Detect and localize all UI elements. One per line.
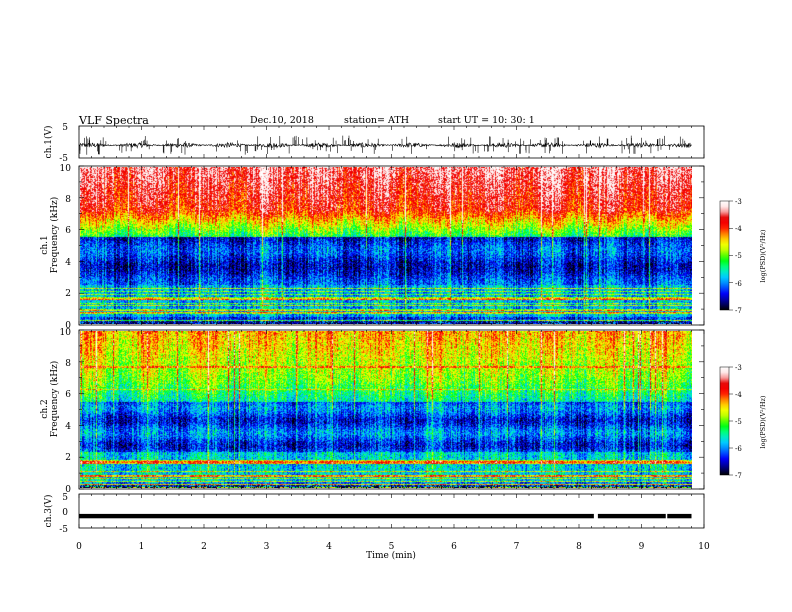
ch1-spectrogram-panel: 0 2 4 6 8 10 ch.1 Frequency (kHz)	[40, 164, 705, 331]
date-label: Dec.10, 2018	[250, 115, 314, 126]
figure-title: VLF Spectra	[78, 114, 149, 127]
time-tick-label: 0	[76, 542, 82, 552]
ch2-channel-label: ch.2	[40, 399, 50, 418]
ch2-spectrogram-panel: 0 2 4 6 8 10 ch.2 Frequency (kHz)	[40, 328, 705, 495]
ch1-ytick-10: 10	[60, 164, 72, 174]
ch1-ytick-top: 5	[62, 123, 68, 133]
ch2-spectrogram-ticks	[78, 329, 705, 490]
ch2-ytick-4: 4	[65, 422, 71, 432]
ch2-colorbar-gradient	[719, 366, 730, 476]
ch1-cb-tick-m4: -4	[735, 225, 742, 233]
ch1-ytick-2: 2	[65, 289, 71, 299]
ch1-waveform-ylabel: ch.1(V)	[43, 126, 54, 159]
ch1-colorbar: -3 -4 -5 -6 -7 log(PSD)(V²/Hz)	[719, 198, 767, 315]
ch1-ytick-bottom: -5	[59, 154, 68, 164]
ch2-cb-tick-m6: -6	[735, 445, 742, 453]
time-tick-label: 4	[326, 542, 332, 552]
time-tick-label: 6	[451, 542, 457, 552]
ch2-cb-tick-m3: -3	[735, 364, 742, 372]
ch2-frequency-label: Frequency (kHz)	[49, 361, 60, 438]
ch1-spectrogram-ticks	[78, 165, 705, 326]
ch1-waveform-spikes	[79, 135, 686, 155]
ch1-frequency-label: Frequency (kHz)	[49, 197, 60, 274]
ch1-waveform-panel: 5 -5 ch.1(V)	[43, 123, 705, 164]
station-label: station= ATH	[344, 115, 409, 126]
ch2-cb-tick-m7: -7	[735, 472, 742, 480]
time-tick-label: 10	[698, 542, 710, 552]
time-tick-label: 8	[576, 542, 582, 552]
ch1-waveform-frame	[78, 125, 705, 159]
time-axis-label: Time (min)	[366, 550, 416, 561]
ch1-colorbar-gradient	[719, 200, 730, 311]
ch1-ytick-8: 8	[65, 195, 71, 205]
ch1-channel-label: ch.1	[40, 235, 50, 254]
ch2-cb-tick-m5: -5	[735, 418, 742, 426]
time-axis-tick-labels: 0 1 2 3 4 5 6 7 8 9 10	[76, 542, 710, 552]
ch2-ytick-6: 6	[65, 390, 71, 400]
ch3-ytick-5: 5	[62, 493, 68, 503]
time-tick-label: 3	[264, 542, 270, 552]
ch2-colorbar: -3 -4 -5 -6 -7 log(PSD)(V²/Hz)	[719, 364, 767, 480]
ch2-ytick-2: 2	[65, 453, 71, 463]
ch2-colorbar-ticks	[729, 366, 733, 476]
time-tick-label: 1	[139, 542, 145, 552]
ch2-ytick-0: 0	[65, 485, 71, 495]
ch2-colorbar-label: log(PSD)(V²/Hz)	[759, 395, 767, 448]
ch1-cb-tick-m7: -7	[735, 307, 742, 315]
ch1-waveform-ticks	[78, 126, 705, 158]
ch3-ytick-m5: -5	[59, 525, 68, 535]
ch2-cb-tick-m4: -4	[735, 391, 742, 399]
ch1-cb-tick-m3: -3	[735, 198, 742, 206]
ch2-ytick-10: 10	[60, 328, 72, 338]
ch3-waveform-gaps	[593, 513, 668, 520]
ch1-cb-tick-m5: -5	[735, 252, 742, 260]
time-tick-label: 2	[201, 542, 207, 552]
ch3-waveform-panel: 5 0 -5 ch.3(V) 0 1 2 3 4 5 6 7 8 9 10 Time (min)	[43, 493, 710, 561]
ch1-colorbar-ticks	[729, 200, 733, 311]
ch1-colorbar-label: log(PSD)(V²/Hz)	[759, 229, 767, 282]
time-tick-label: 9	[639, 542, 645, 552]
ch3-gap	[593, 513, 598, 520]
time-tick-label: 5	[389, 542, 395, 552]
ch1-waveform-line	[78, 141, 692, 149]
time-tick-label: 7	[514, 542, 520, 552]
ch3-waveform-band	[79, 513, 692, 519]
ch3-waveform-frame	[78, 493, 705, 529]
ch3-ytick-0: 0	[62, 508, 68, 518]
ch3-waveform-ylabel: ch.3(V)	[43, 495, 54, 528]
ch1-ytick-6: 6	[65, 226, 71, 236]
ch2-ytick-8: 8	[65, 359, 71, 369]
ch3-waveform-ticks	[78, 494, 705, 528]
ch2-spectrogram-image	[80, 331, 692, 488]
ch1-ytick-4: 4	[65, 258, 71, 268]
start-time-label: start UT = 10: 30: 1	[438, 115, 535, 126]
ch1-spectrogram-image	[80, 167, 692, 324]
ch3-gap	[665, 513, 668, 520]
ch1-cb-tick-m6: -6	[735, 280, 742, 288]
ch1-ytick-0: 0	[65, 321, 71, 331]
